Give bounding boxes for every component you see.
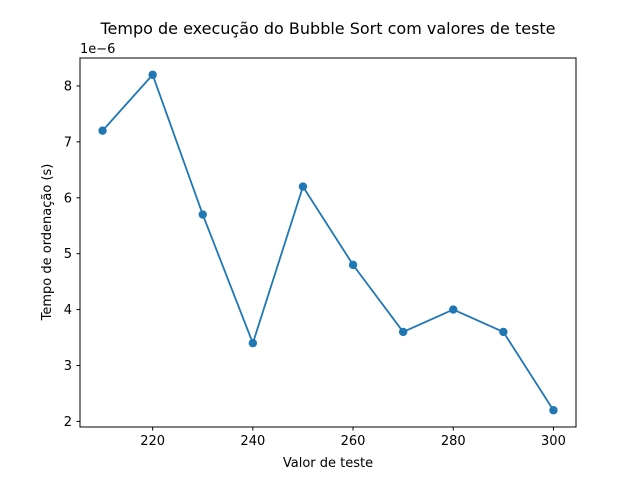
x-tick-label: 280 [441, 434, 466, 449]
ticks-layer: 220 240 260 280 300 2 3 4 5 6 7 8 [64, 79, 566, 449]
y-tick-label: 5 [64, 247, 72, 262]
y-tick-label: 8 [64, 79, 72, 94]
y-tick-label: 6 [64, 191, 72, 206]
x-tick-label: 300 [541, 434, 566, 449]
y-tick-label: 4 [64, 303, 72, 318]
data-point [298, 182, 308, 191]
y-axis-offset-label: 1e−6 [80, 42, 115, 57]
y-tick-label: 7 [64, 135, 72, 150]
data-point [348, 260, 358, 270]
data-point [398, 327, 408, 337]
series-line [101, 73, 555, 412]
y-tick-label: 3 [64, 359, 72, 374]
y-tick-label: 2 [64, 415, 72, 430]
data-point [549, 406, 558, 415]
data-point [449, 305, 458, 314]
y-axis-label: Tempo de ordenação (s) [40, 164, 55, 322]
plot-area-frame [79, 57, 577, 428]
series-layer [98, 70, 558, 415]
chart-title: Tempo de execução do Bubble Sort com val… [99, 19, 555, 38]
x-tick-label: 220 [140, 434, 165, 449]
x-tick-label: 240 [240, 434, 265, 449]
x-tick-label: 260 [341, 434, 366, 449]
data-point [148, 70, 157, 79]
x-axis-label: Valor de teste [283, 456, 373, 471]
data-point [98, 126, 107, 135]
data-point [499, 327, 508, 337]
data-point [248, 338, 258, 348]
data-point [198, 210, 207, 219]
